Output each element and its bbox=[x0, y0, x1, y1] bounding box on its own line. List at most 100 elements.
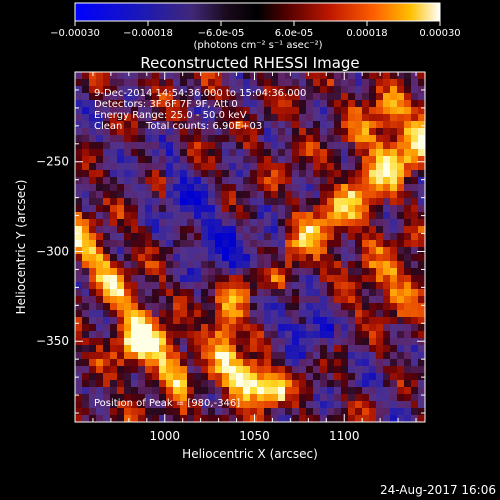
heatmap-cell bbox=[369, 394, 377, 402]
heatmap-cell bbox=[320, 128, 328, 136]
heatmap-cell bbox=[124, 380, 132, 388]
heatmap-cell bbox=[299, 394, 307, 402]
heatmap-cell bbox=[229, 226, 237, 234]
heatmap-cell bbox=[390, 408, 398, 416]
heatmap-cell bbox=[292, 128, 300, 136]
heatmap-cell bbox=[75, 107, 83, 115]
heatmap-cell bbox=[89, 317, 97, 325]
heatmap-cell bbox=[145, 149, 153, 157]
heatmap-cell bbox=[404, 233, 412, 241]
heatmap-cell bbox=[110, 233, 118, 241]
heatmap-cell bbox=[327, 303, 335, 311]
heatmap-cell bbox=[320, 380, 328, 388]
heatmap-cell bbox=[166, 212, 174, 220]
heatmap-cell bbox=[236, 366, 244, 374]
heatmap-cell bbox=[257, 352, 265, 360]
heatmap-cell bbox=[208, 268, 216, 276]
heatmap-cell bbox=[152, 338, 160, 346]
heatmap-cell bbox=[124, 373, 132, 381]
heatmap-cell bbox=[194, 303, 202, 311]
heatmap-cell bbox=[229, 149, 237, 157]
heatmap-cell bbox=[299, 261, 307, 269]
heatmap-cell bbox=[180, 114, 188, 122]
heatmap-cell bbox=[222, 282, 230, 290]
heatmap-cell bbox=[257, 163, 265, 171]
heatmap-cell bbox=[82, 261, 90, 269]
heatmap-cell bbox=[166, 289, 174, 297]
heatmap-cell bbox=[222, 317, 230, 325]
heatmap-cell bbox=[278, 387, 286, 395]
heatmap-cell bbox=[369, 324, 377, 332]
heatmap-cell bbox=[208, 387, 216, 395]
heatmap-cell bbox=[411, 331, 419, 339]
heatmap-cell bbox=[285, 156, 293, 164]
heatmap-cell bbox=[180, 394, 188, 402]
heatmap-cell bbox=[138, 128, 146, 136]
heatmap-cell bbox=[292, 331, 300, 339]
heatmap-cell bbox=[327, 142, 335, 150]
heatmap-cell bbox=[250, 331, 258, 339]
heatmap-cell bbox=[390, 387, 398, 395]
heatmap-cell bbox=[271, 296, 279, 304]
heatmap-cell bbox=[222, 121, 230, 129]
heatmap-cell bbox=[124, 401, 132, 409]
heatmap-cell bbox=[103, 345, 111, 353]
heatmap-cell bbox=[404, 247, 412, 255]
heatmap-cell bbox=[278, 394, 286, 402]
heatmap-cell bbox=[397, 338, 405, 346]
heatmap-cell bbox=[124, 387, 132, 395]
heatmap-cell bbox=[215, 268, 223, 276]
heatmap-cell bbox=[390, 394, 398, 402]
heatmap-cell bbox=[124, 170, 132, 178]
heatmap-cell bbox=[257, 121, 265, 129]
heatmap-cell bbox=[334, 268, 342, 276]
heatmap-cell bbox=[215, 121, 223, 129]
heatmap-cell bbox=[222, 247, 230, 255]
heatmap-cell bbox=[418, 401, 425, 409]
heatmap-cell bbox=[96, 107, 104, 115]
heatmap-cell bbox=[89, 121, 97, 129]
heatmap-cell bbox=[362, 107, 370, 115]
heatmap-cell bbox=[334, 289, 342, 297]
heatmap-cell bbox=[110, 331, 118, 339]
heatmap-cell bbox=[397, 142, 405, 150]
heatmap-cell bbox=[341, 289, 349, 297]
heatmap-cell bbox=[264, 184, 272, 192]
heatmap-cell bbox=[145, 394, 153, 402]
heatmap-cell bbox=[376, 198, 384, 206]
annotations: 9-Dec-2014 14:54:36.000 to 15:04:36.000 … bbox=[94, 88, 306, 409]
heatmap-cell bbox=[117, 310, 125, 318]
heatmap-cell bbox=[404, 254, 412, 262]
heatmap-cell bbox=[96, 149, 104, 157]
heatmap-cell bbox=[292, 254, 300, 262]
heatmap-cell bbox=[299, 338, 307, 346]
heatmap-cell bbox=[89, 324, 97, 332]
heatmap-cell bbox=[397, 72, 405, 80]
heatmap-cell bbox=[404, 394, 412, 402]
heatmap-cell bbox=[229, 233, 237, 241]
heatmap-cell bbox=[306, 184, 314, 192]
heatmap-cell bbox=[180, 177, 188, 185]
heatmap-cell bbox=[271, 268, 279, 276]
heatmap-cell bbox=[383, 128, 391, 136]
heatmap-cell bbox=[313, 331, 321, 339]
heatmap-cell bbox=[208, 121, 216, 129]
heatmap-cell bbox=[152, 142, 160, 150]
heatmap-cell bbox=[243, 212, 251, 220]
heatmap-cell bbox=[215, 170, 223, 178]
heatmap-cell bbox=[138, 170, 146, 178]
heatmap-cell bbox=[222, 394, 230, 402]
heatmap-cell bbox=[124, 142, 132, 150]
heatmap-cell bbox=[159, 93, 167, 101]
heatmap-cell bbox=[208, 72, 216, 80]
heatmap-cell bbox=[229, 240, 237, 248]
heatmap-cell bbox=[348, 149, 356, 157]
heatmap-cell bbox=[110, 121, 118, 129]
heatmap-cell bbox=[355, 415, 363, 422]
heatmap-cell bbox=[278, 317, 286, 325]
heatmap-cell bbox=[306, 93, 314, 101]
heatmap-cell bbox=[390, 247, 398, 255]
heatmap-cell bbox=[166, 275, 174, 283]
heatmap-cell bbox=[313, 240, 321, 248]
heatmap-cell bbox=[299, 198, 307, 206]
